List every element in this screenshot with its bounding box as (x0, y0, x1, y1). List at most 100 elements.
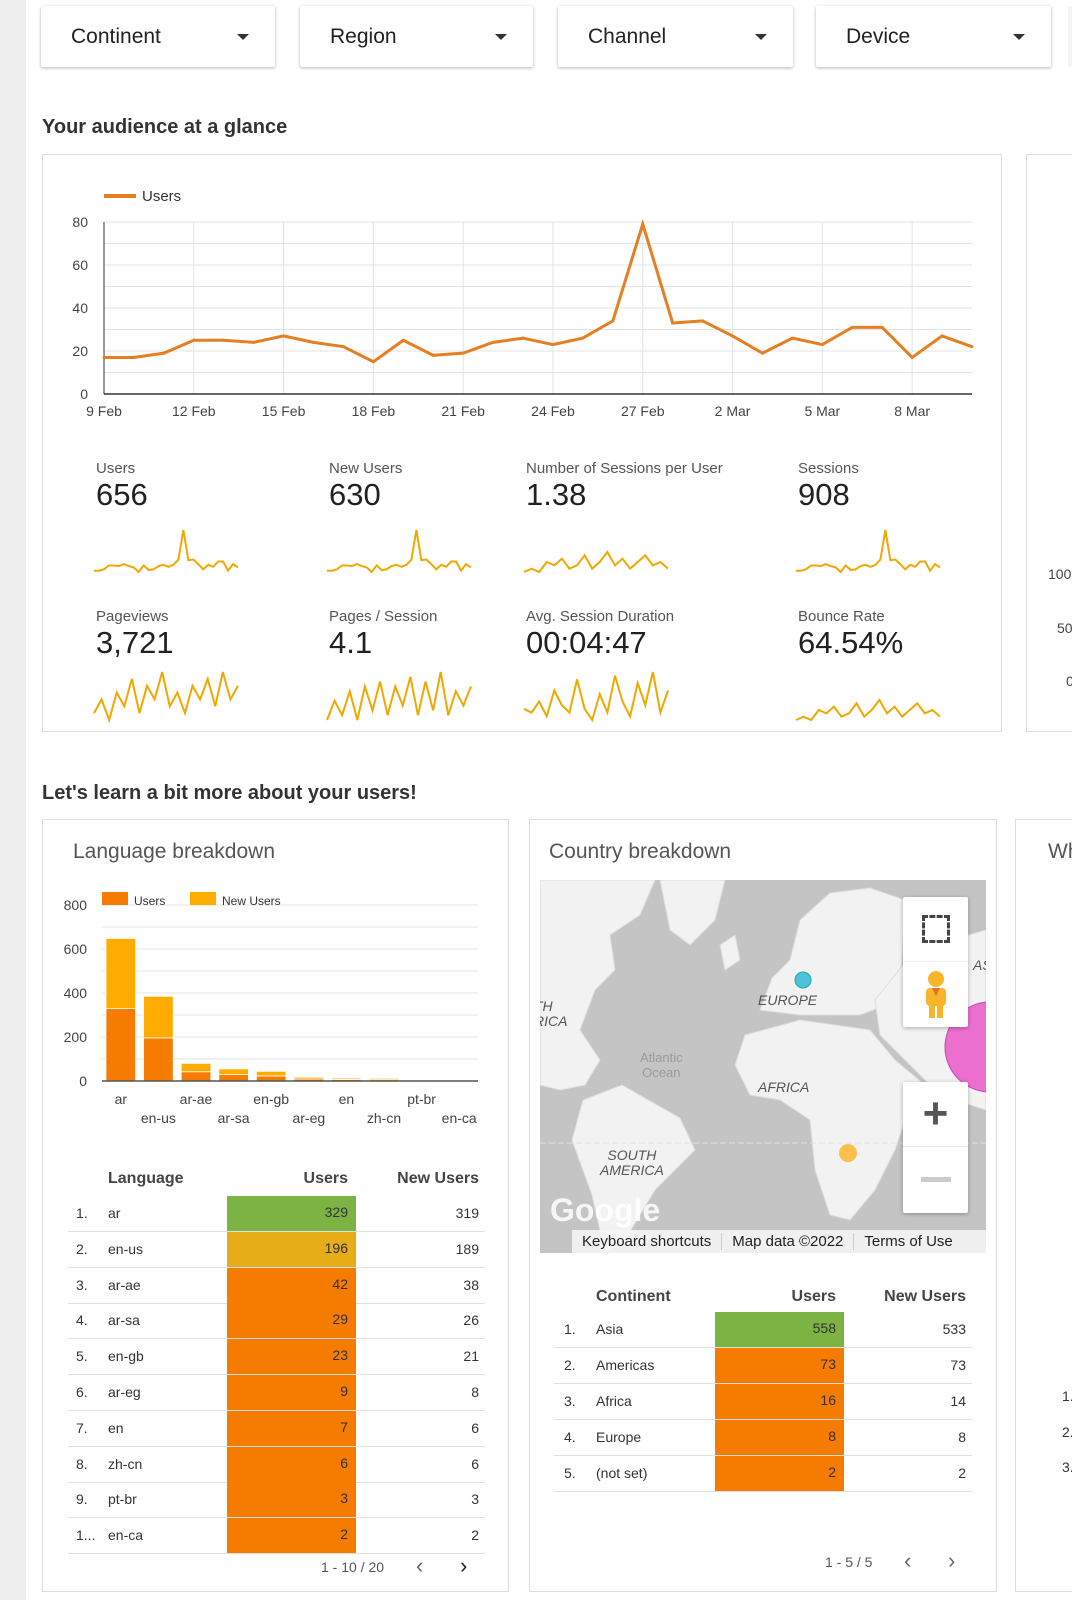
continent-filter[interactable]: Continent (41, 6, 275, 67)
bar-new-users[interactable] (331, 1077, 362, 1080)
bar-new-users[interactable] (218, 1068, 249, 1076)
europe-marker[interactable] (794, 971, 812, 989)
data-point[interactable] (312, 340, 316, 344)
zoom-in-button[interactable]: + (903, 1082, 968, 1147)
third-card-row: 3. (1062, 1459, 1072, 1475)
next-page-icon[interactable]: › (460, 1553, 468, 1578)
data-point[interactable] (641, 222, 645, 226)
sparkline-path (326, 671, 472, 721)
table-row[interactable]: 5. (not set) 2 2 (554, 1456, 972, 1492)
table-row[interactable]: 1... en-ca 2 2 (68, 1518, 485, 1555)
bar-new-users[interactable] (368, 1077, 400, 1081)
bar-new-users[interactable] (143, 995, 174, 1039)
table-row[interactable]: 4. Europe 8 8 (554, 1420, 972, 1456)
data-point[interactable] (341, 345, 345, 349)
column-header[interactable]: Continent (596, 1288, 671, 1305)
country-map[interactable]: EUROPE AFRICA SOUTH AMERICA Atlantic Oce… (540, 880, 986, 1253)
data-point[interactable] (970, 345, 974, 349)
bar-new-users[interactable] (406, 1079, 437, 1081)
sparkline-path (796, 529, 941, 574)
table-row[interactable]: 2. Americas 73 73 (554, 1348, 972, 1384)
data-point[interactable] (820, 343, 824, 347)
bar-users[interactable] (255, 1075, 287, 1082)
column-header[interactable]: Users (791, 1288, 836, 1305)
section-title-glance: Your audience at a glance (42, 116, 288, 138)
data-point[interactable] (371, 360, 375, 364)
row-name: Asia (596, 1321, 624, 1337)
data-point[interactable] (102, 355, 106, 359)
legend-label: Users (142, 188, 181, 205)
map-data-link[interactable]: Map data ©2022 (722, 1233, 855, 1250)
device-filter[interactable]: Device (816, 6, 1051, 67)
data-point[interactable] (671, 321, 675, 325)
prev-page-icon[interactable]: ‹ (416, 1553, 424, 1578)
table-row[interactable]: 1. Asia 558 533 (554, 1312, 972, 1348)
column-header[interactable]: New Users (884, 1288, 966, 1305)
africa-marker[interactable] (839, 1144, 857, 1162)
data-point[interactable] (162, 351, 166, 355)
table-row[interactable]: 4. ar-sa 29 26 (68, 1303, 485, 1340)
language-pager: 1 - 10 / 20 (321, 1559, 385, 1575)
bar-users[interactable] (180, 1071, 212, 1082)
channel-filter[interactable]: Channel (558, 6, 793, 67)
data-point[interactable] (940, 334, 944, 338)
data-point[interactable] (731, 334, 735, 338)
users-cell: 23 (227, 1339, 356, 1375)
table-row[interactable]: 5. en-gb 23 21 (68, 1339, 485, 1376)
bar-new-users[interactable] (293, 1076, 325, 1080)
data-point[interactable] (910, 355, 914, 359)
data-point[interactable] (880, 325, 884, 329)
data-point[interactable] (222, 338, 226, 342)
table-row[interactable]: 3. Africa 16 14 (554, 1384, 972, 1420)
data-point[interactable] (401, 338, 405, 342)
column-header[interactable]: New Users (397, 1170, 479, 1187)
region-filter[interactable]: Region (300, 6, 533, 67)
data-point[interactable] (192, 338, 196, 342)
data-point[interactable] (252, 340, 256, 344)
bar-new-users[interactable] (255, 1070, 287, 1077)
x-tick-label: 12 Feb (172, 403, 216, 419)
table-row[interactable]: 2. en-us 196 189 (68, 1231, 485, 1268)
column-header[interactable]: Users (303, 1170, 348, 1187)
street-view-pegman[interactable] (903, 962, 968, 1027)
data-point[interactable] (491, 340, 495, 344)
table-row[interactable]: 6. ar-eg 9 8 (68, 1375, 485, 1411)
data-point[interactable] (282, 334, 286, 338)
next-page-icon[interactable]: › (948, 1548, 956, 1573)
data-point[interactable] (581, 336, 585, 340)
users-cell: 73 (715, 1348, 844, 1383)
third-card-title: Wh (1048, 840, 1072, 863)
side-tick: 0 (1066, 673, 1072, 689)
data-point[interactable] (431, 353, 435, 357)
table-row[interactable]: 9. pt-br 3 3 (68, 1482, 485, 1519)
row-name: en-gb (108, 1348, 144, 1365)
data-point[interactable] (611, 319, 615, 323)
row-index: 1. (76, 1205, 88, 1221)
bar-new-users[interactable] (180, 1062, 212, 1073)
prev-page-icon[interactable]: ‹ (904, 1548, 912, 1573)
data-point[interactable] (850, 325, 854, 329)
keyboard-shortcuts-link[interactable]: Keyboard shortcuts (572, 1233, 723, 1250)
fullscreen-button[interactable] (903, 897, 968, 962)
x-tick-label: en-gb (253, 1091, 289, 1107)
bar-users[interactable] (218, 1074, 249, 1082)
data-point[interactable] (790, 336, 794, 340)
table-row[interactable]: 7. en 7 6 (68, 1410, 485, 1447)
data-point[interactable] (760, 351, 764, 355)
column-header[interactable]: Language (108, 1170, 184, 1187)
row-name: Americas (596, 1357, 655, 1373)
data-point[interactable] (521, 336, 525, 340)
bar-new-users[interactable] (105, 938, 137, 1010)
data-point[interactable] (132, 355, 136, 359)
scorecard-label: Number of Sessions per User (526, 460, 723, 477)
table-row[interactable]: 3. ar-ae 42 38 (68, 1267, 485, 1304)
terms-of-use-link[interactable]: Terms of Use (864, 1233, 953, 1250)
zoom-out-button[interactable] (903, 1147, 968, 1212)
bar-users[interactable] (105, 1008, 137, 1082)
data-point[interactable] (551, 343, 555, 347)
data-point[interactable] (461, 351, 465, 355)
bar-users[interactable] (143, 1037, 174, 1082)
table-row[interactable]: 8. zh-cn 6 6 (68, 1446, 485, 1483)
table-row[interactable]: 1. ar 329 319 (68, 1196, 485, 1232)
data-point[interactable] (701, 319, 705, 323)
